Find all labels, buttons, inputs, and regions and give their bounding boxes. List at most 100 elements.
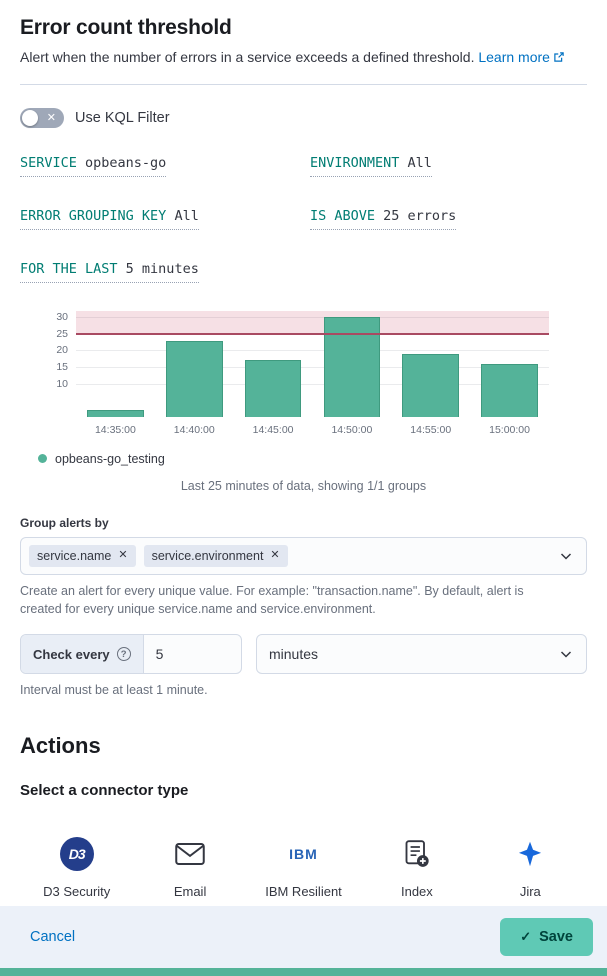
- toggle-off-icon: ✕: [46, 111, 56, 124]
- actions-heading: Actions: [20, 732, 101, 758]
- interval-unit-select[interactable]: minutes: [256, 634, 587, 675]
- connector-jira[interactable]: Jira: [474, 835, 587, 899]
- expression-label: FOR THE LAST: [20, 260, 126, 277]
- check-every-field: Check every: [20, 634, 242, 675]
- expression-value: All: [407, 154, 432, 171]
- interval-help-text: Interval must be at least 1 minute.: [20, 683, 208, 698]
- badge-label: service.environment: [151, 548, 264, 563]
- chart-legend-item[interactable]: opbeans-go_testing: [38, 452, 587, 466]
- connector-ibm-resilient[interactable]: IBM IBM Resilient: [247, 835, 360, 899]
- expression-service[interactable]: SERVICE opbeans-go: [20, 154, 167, 177]
- expression-value: 5 minutes: [125, 260, 199, 277]
- check-every-prepend: Check every: [21, 635, 144, 674]
- threshold-band: [76, 310, 549, 334]
- legend-label: opbeans-go_testing: [55, 451, 165, 466]
- y-axis-tick-label: 20: [56, 344, 68, 357]
- bar-slot: [470, 311, 549, 417]
- flyout-footer: Cancel ✓ Save: [0, 906, 607, 968]
- bar-slot: [391, 311, 470, 417]
- d3-security-logo: D3: [20, 835, 133, 873]
- divider: [20, 83, 587, 85]
- chart-caption: Last 25 minutes of data, showing 1/1 gro…: [180, 478, 427, 493]
- connector-label: Jira: [519, 883, 541, 899]
- connector-d3-security[interactable]: D3 D3 Security: [20, 835, 133, 899]
- rule-form: Error count threshold Alert when the num…: [0, 0, 607, 899]
- expression-label: IS ABOVE: [310, 207, 384, 224]
- connector-label: Email: [173, 883, 207, 899]
- expression-value: All: [174, 207, 199, 224]
- expression-error-grouping-key[interactable]: ERROR GROUPING KEY All: [20, 208, 199, 230]
- external-link-icon: [550, 49, 565, 65]
- expression-value: 25 errors: [383, 207, 457, 224]
- badge-remove-icon[interactable]: ✕: [118, 549, 128, 562]
- bar-slot: [155, 311, 234, 417]
- ibm-logo: IBM: [247, 835, 360, 873]
- chart-bar: [481, 363, 538, 417]
- threshold-line: [76, 332, 549, 335]
- chart-bar: [87, 410, 144, 417]
- x-axis-tick-label: 14:55:00: [410, 423, 452, 436]
- badge-label: service.name: [37, 548, 112, 563]
- x-axis-tick-label: 14:45:00: [252, 423, 294, 436]
- interval-value-input[interactable]: [143, 635, 241, 674]
- expression-label: ENVIRONMENT: [310, 154, 408, 171]
- legend-color-dot: [38, 454, 47, 464]
- email-envelope-icon: [133, 835, 246, 873]
- chart-bar: [244, 360, 302, 417]
- expression-environment[interactable]: ENVIRONMENT All: [310, 155, 432, 177]
- save-button[interactable]: ✓ Save: [500, 918, 593, 956]
- group-by-badge[interactable]: service.name ✕: [29, 544, 136, 567]
- jira-logo: [474, 835, 587, 873]
- learn-more-link[interactable]: Learn more: [478, 49, 565, 65]
- bar-slot: [312, 311, 391, 417]
- expression-grid: SERVICE opbeans-go ENVIRONMENT All ERROR…: [20, 155, 587, 283]
- toggle-thumb: [22, 109, 38, 126]
- chevron-down-icon[interactable]: [558, 548, 574, 564]
- group-by-combobox[interactable]: service.name ✕ service.environment ✕: [20, 536, 587, 575]
- expression-for-the-last[interactable]: FOR THE LAST 5 minutes: [20, 261, 199, 283]
- kql-filter-row: ✕ Use KQL Filter: [20, 107, 587, 128]
- expression-value: opbeans-go: [85, 154, 167, 171]
- interval-unit-value: minutes: [269, 646, 319, 663]
- expression-is-above[interactable]: IS ABOVE 25 errors: [310, 207, 457, 230]
- check-icon: ✓: [520, 929, 532, 944]
- y-axis-tick-label: 10: [56, 377, 68, 390]
- cancel-button[interactable]: Cancel: [30, 929, 76, 945]
- chevron-down-icon: [558, 646, 574, 662]
- x-axis-tick-label: 14:40:00: [173, 423, 215, 436]
- description-text: Alert when the number of errors in a ser…: [20, 49, 475, 65]
- connector-email[interactable]: Email: [133, 835, 246, 899]
- bar-slot: [76, 311, 155, 417]
- chart-bar: [165, 340, 223, 417]
- x-axis-tick-label: 15:00:00: [489, 423, 530, 436]
- group-by-badge[interactable]: service.environment ✕: [143, 544, 288, 567]
- page-title: Error count threshold: [20, 16, 232, 39]
- connector-label: D3 Security: [43, 883, 111, 899]
- gridline: [76, 383, 549, 385]
- d3-logo-text: D3: [59, 836, 94, 871]
- connector-label: Index: [400, 883, 433, 899]
- gridline: [76, 350, 549, 352]
- group-alerts-by-label: Group alerts by: [20, 515, 109, 530]
- kql-filter-toggle[interactable]: ✕: [20, 107, 64, 128]
- expression-label: ERROR GROUPING KEY: [20, 207, 175, 224]
- badge-remove-icon[interactable]: ✕: [270, 549, 280, 562]
- expression-label: SERVICE: [20, 154, 86, 171]
- connector-index[interactable]: Index: [360, 835, 473, 899]
- check-every-label: Check every: [33, 646, 110, 662]
- learn-more-label: Learn more: [478, 49, 550, 65]
- connector-type-heading: Select a connector type: [20, 781, 189, 799]
- y-axis-tick-label: 15: [56, 361, 68, 373]
- x-axis-tick-label: 14:35:00: [94, 423, 136, 436]
- connector-type-grid: D3 D3 Security Email IBM IBM Resilient I…: [20, 835, 587, 899]
- ibm-logo-text: IBM: [289, 845, 318, 862]
- preview-chart: 10 15 20 25 30 14:35:00 14:40:00 14:45:00 14:50…: [56, 310, 549, 436]
- description: Alert when the number of errors in a ser…: [20, 47, 565, 69]
- save-button-label: Save: [539, 929, 573, 945]
- bottom-accent-bar: [0, 968, 607, 976]
- chart-bar: [402, 353, 460, 417]
- question-in-circle-icon[interactable]: [116, 647, 131, 662]
- bar-slot: [234, 311, 313, 417]
- group-by-help-text: Create an alert for every unique value. …: [20, 583, 524, 617]
- connector-label: IBM Resilient: [265, 883, 342, 899]
